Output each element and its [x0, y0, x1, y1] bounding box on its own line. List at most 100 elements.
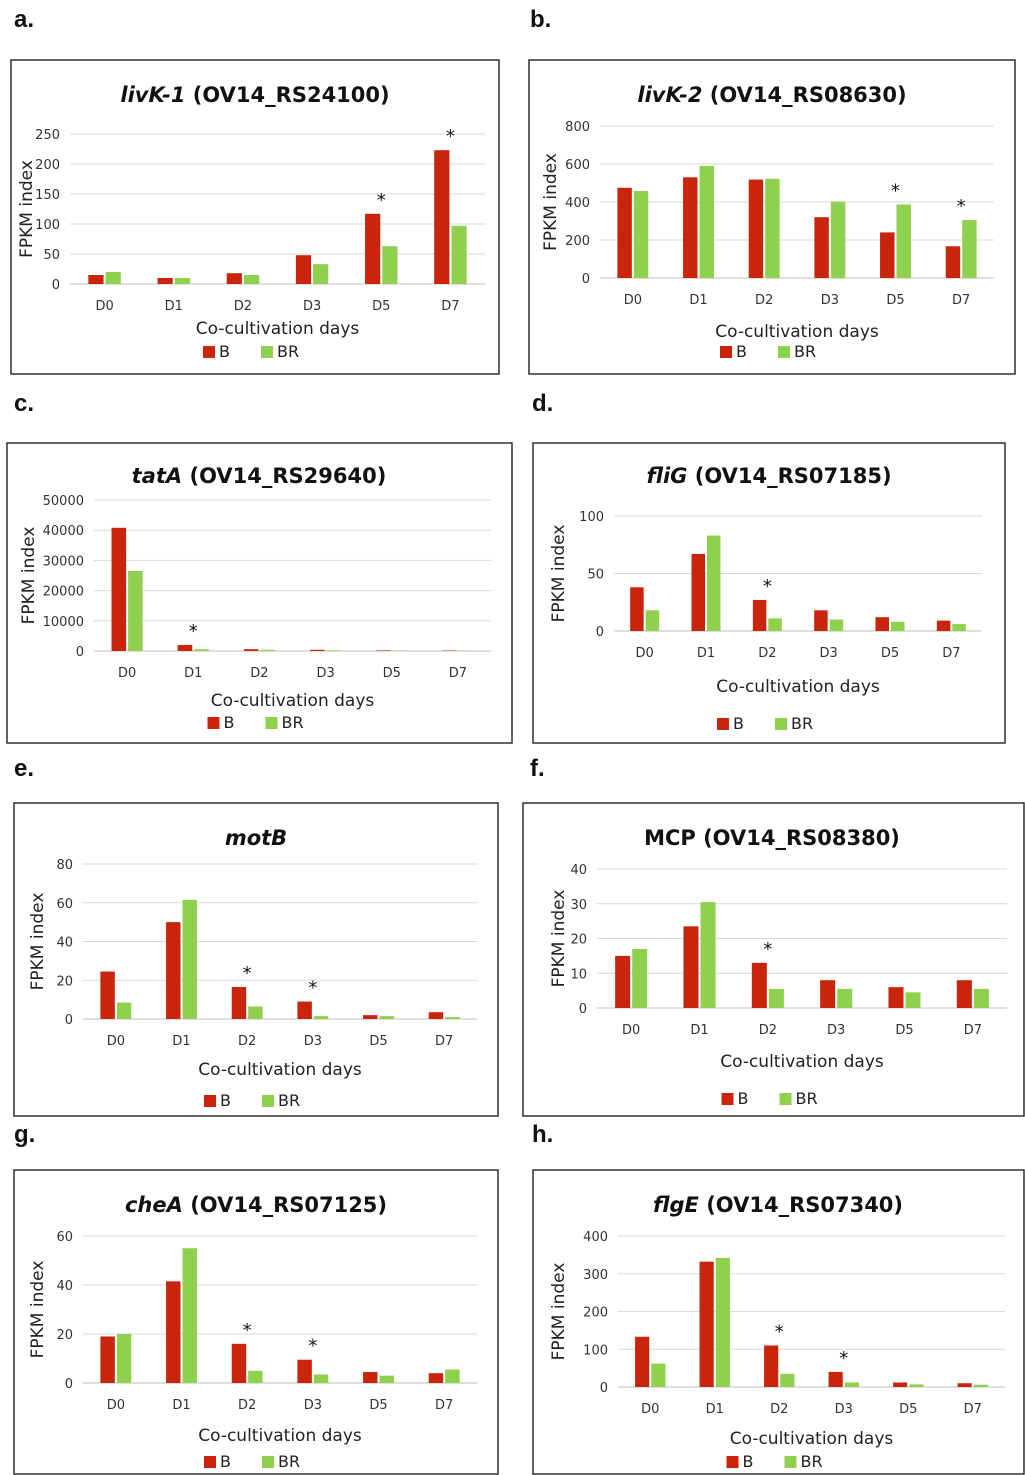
c4-legend-label-B: B [220, 1091, 231, 1110]
panel-letter-g: g. [14, 1121, 36, 1148]
c4-bar-B-D7 [428, 1012, 444, 1019]
c3-xlabel: Co-cultivation days [716, 677, 880, 697]
c3-ytick-0: 0 [596, 625, 604, 640]
c4-bar-B-D1 [166, 922, 181, 1019]
c7-bar-BR-D5 [909, 1384, 924, 1387]
c3-significance-D2: * [763, 576, 772, 597]
c3-ytick-2: 100 [579, 510, 604, 525]
c3-legend-label-BR: BR [791, 714, 813, 733]
c7-legend-swatch-B [726, 1456, 739, 1468]
c0-significance-D7: * [446, 126, 455, 147]
chart-livk1: livK-1 (OV14_RS24100) 0 50 100 150 200 250 D0 D1… [10, 59, 500, 375]
panel-letter-d: d. [532, 390, 554, 417]
c5-bar-B-D2 [751, 962, 767, 1008]
c3-xtick-D5: D5 [881, 646, 899, 661]
c7-ytick-1: 100 [583, 1343, 608, 1358]
c4-bar-B-D3 [297, 1001, 312, 1019]
c2-title: tatA (OV14_RS29640) [132, 464, 387, 488]
c7-bar-B-D2 [764, 1345, 779, 1387]
c5-bar-BR-D7 [973, 988, 989, 1008]
c5-bar-B-D7 [956, 980, 972, 1008]
c7-bar-B-D1 [699, 1261, 714, 1387]
c7-title-gene: flgE [653, 1193, 700, 1217]
c3-xtick-D2: D2 [758, 646, 776, 661]
c6-ytick-3: 60 [56, 1230, 73, 1245]
c1-bar-BR-D0 [633, 190, 649, 278]
c4-xtick-D5: D5 [369, 1034, 387, 1049]
c5-title-id: MCP (OV14_RS08380) [644, 826, 900, 850]
c3-bar-BR-D7 [952, 624, 966, 631]
c1-ylabel: FPKM index [541, 153, 561, 251]
c1-significance-D5: * [891, 180, 900, 201]
c7-ylabel: FPKM index [549, 1263, 569, 1361]
panel-letter-h: h. [532, 1121, 554, 1148]
c5-xtick-D5: D5 [895, 1023, 913, 1038]
chart-chea: cheA (OV14_RS07125) 0 20 40 60 D0 D1 D2 * D3 * D5 D7… [13, 1169, 499, 1475]
c1-bar-B-D3 [814, 217, 829, 278]
c4-bar-BR-D7 [445, 1017, 460, 1019]
c6-bar-B-D1 [166, 1281, 181, 1383]
c2-xtick-D1: D1 [184, 666, 202, 681]
c5-legend-label-BR: BR [796, 1089, 818, 1108]
c5-legend-label-B: B [738, 1089, 749, 1108]
c5-bar-B-D3 [820, 980, 836, 1008]
c5-xtick-D0: D0 [622, 1023, 640, 1038]
c5-legend-swatch-BR [779, 1093, 792, 1105]
c4-bar-BR-D1 [182, 899, 197, 1019]
c6-legend-label-BR: BR [278, 1452, 300, 1471]
c0-ytick-3: 150 [35, 188, 60, 203]
c3-legend-swatch-B [717, 718, 729, 730]
c0-bar-B-D7 [434, 150, 450, 284]
c7-frame [532, 1169, 1025, 1475]
c6-xtick-D0: D0 [107, 1398, 125, 1413]
c3-bar-B-D2 [752, 599, 767, 631]
c6-ylabel: FPKM index [28, 1261, 48, 1359]
c2-bar-B-D0 [111, 527, 127, 651]
c7-ytick-2: 200 [583, 1306, 608, 1321]
c7-bar-B-D7 [957, 1383, 972, 1387]
c7-title-id: (OV14_RS07340) [699, 1193, 903, 1217]
c2-ytick-0: 0 [76, 645, 84, 660]
c1-xtick-D0: D0 [624, 293, 642, 308]
c1-significance-D7: * [957, 196, 966, 217]
c0-ytick-1: 50 [43, 248, 60, 263]
c6-ytick-0: 0 [65, 1377, 73, 1392]
c0-ytick-4: 200 [35, 158, 60, 173]
c3-bar-BR-D0 [645, 610, 660, 631]
c6-bar-BR-D2 [248, 1370, 263, 1383]
c6-legend-swatch-B [204, 1456, 216, 1468]
c5-legend-swatch-B [721, 1093, 734, 1105]
chart-livk2: livK-2 (OV14_RS08630) 0 200 400 600 800 D0 D1 D2… [528, 59, 1016, 375]
c0-xtick-D7: D7 [441, 299, 459, 314]
c0-bar-BR-D5 [382, 246, 398, 284]
c7-legend-label-BR: BR [801, 1452, 823, 1471]
c0-bar-BR-D0 [105, 272, 121, 284]
c1-legend-swatch-B [720, 346, 732, 358]
c0-xtick-D5: D5 [372, 299, 390, 314]
c3-title-gene: fliG [646, 464, 687, 488]
c6-legend-swatch-BR [262, 1456, 274, 1468]
c4-ytick-3: 60 [56, 897, 73, 912]
c4-xtick-D1: D1 [172, 1034, 190, 1049]
c4-title-gene: motB [225, 826, 287, 850]
c7-ytick-0: 0 [600, 1381, 608, 1396]
c2-frame [6, 442, 513, 744]
c0-bar-BR-D2 [243, 275, 260, 284]
c4-title: motB [225, 826, 287, 850]
c4-ytick-1: 20 [56, 974, 73, 989]
c7-bar-BR-D3 [844, 1382, 859, 1387]
c7-significance-D2: * [775, 1321, 784, 1342]
c4-legend-label-BR: BR [278, 1091, 300, 1110]
c0-bar-B-D2 [226, 273, 242, 284]
c6-significance-D3: * [308, 1336, 317, 1357]
c1-title: livK-2 (OV14_RS08630) [637, 83, 906, 107]
c4-frame [13, 802, 499, 1117]
c7-bar-B-D0 [635, 1336, 650, 1387]
c4-significance-D3: * [308, 978, 317, 999]
c0-legend-label-BR: BR [277, 342, 299, 361]
c7-xtick-D3: D3 [835, 1402, 853, 1417]
c3-xtick-D0: D0 [636, 646, 654, 661]
c2-xlabel: Co-cultivation days [211, 691, 375, 711]
c5-bar-B-D1 [683, 926, 699, 1008]
chart-motb: motB 0 20 40 60 80 D0 D1 D2 * D3 * D5 D7 Co-cultivatio… [13, 802, 499, 1117]
